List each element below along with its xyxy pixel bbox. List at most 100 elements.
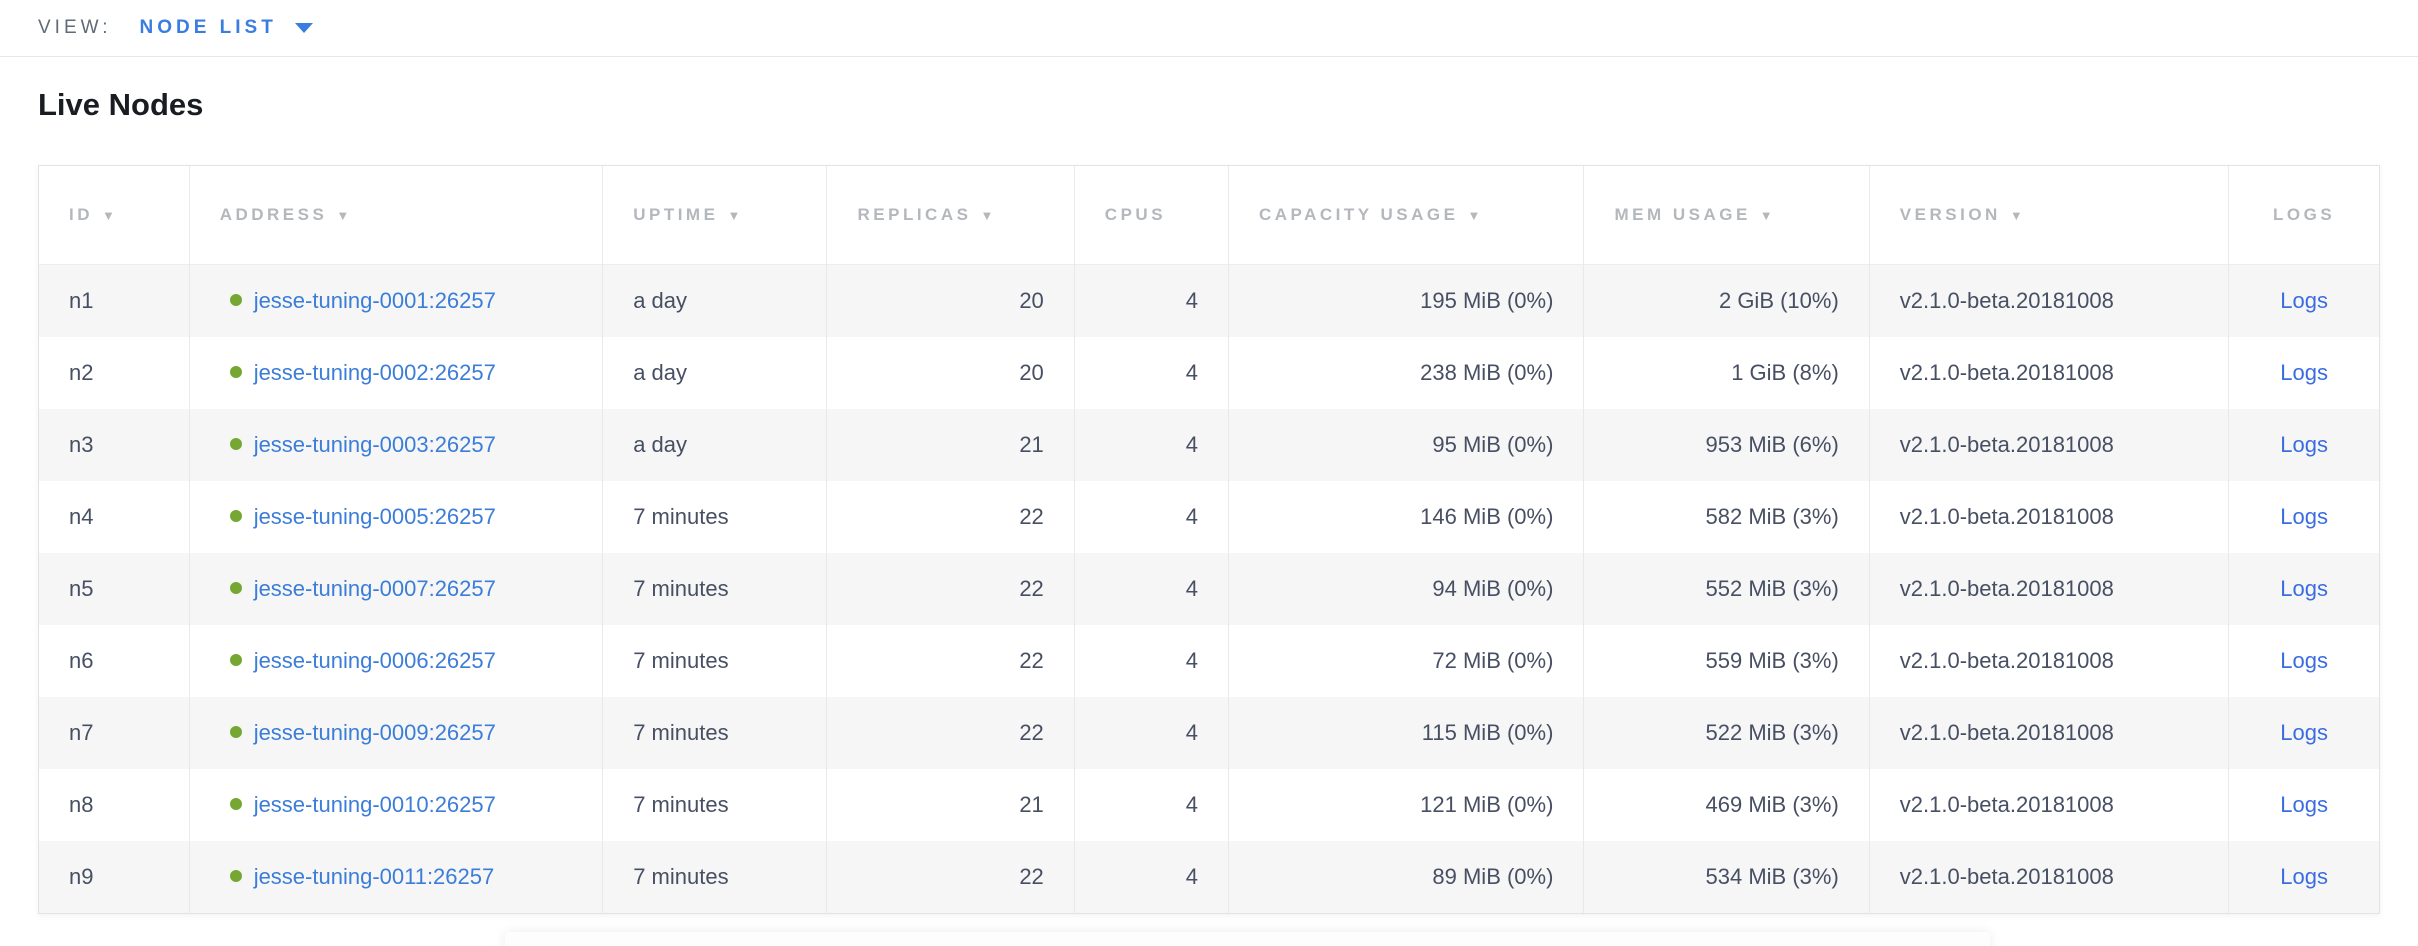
logs-link[interactable]: Logs: [2280, 863, 2328, 889]
cell-mem: 953 MiB (6%): [1583, 408, 1870, 481]
column-header-version[interactable]: VERSION ▼: [1869, 165, 2230, 266]
cell-logs: Logs: [2229, 697, 2379, 769]
cell-capacity: 89 MiB (0%): [1228, 840, 1585, 913]
node-address-link[interactable]: jesse-tuning-0011:26257: [253, 863, 495, 889]
table-row: n1 jesse-tuning-0001:26257 a day 20 4 195 MiB…: [39, 264, 2379, 337]
node-list-dropdown[interactable]: NODE LIST: [140, 17, 313, 39]
logs-link[interactable]: Logs: [2280, 719, 2328, 745]
column-header-id[interactable]: ID ▼: [39, 165, 190, 266]
cell-version: v2.1.0-beta.20181008: [1869, 336, 2230, 409]
cell-version: v2.1.0-beta.20181008: [1869, 408, 2230, 481]
sort-desc-icon: ▼: [102, 207, 119, 223]
cell-mem: 559 MiB (3%): [1583, 624, 1870, 697]
node-address-link[interactable]: jesse-tuning-0001:26257: [253, 287, 496, 313]
logs-link[interactable]: Logs: [2280, 503, 2328, 529]
cell-version: v2.1.0-beta.20181008: [1869, 696, 2230, 769]
node-address-link[interactable]: jesse-tuning-0005:26257: [253, 503, 496, 529]
cell-uptime: a day: [602, 408, 828, 481]
node-address-link[interactable]: jesse-tuning-0002:26257: [253, 359, 496, 385]
node-live-icon: [229, 509, 242, 522]
column-header-mem[interactable]: MEM USAGE ▼: [1583, 165, 1870, 266]
logs-link[interactable]: Logs: [2280, 431, 2328, 457]
cell-cpus: 4: [1074, 336, 1229, 409]
cell-mem: 469 MiB (3%): [1583, 768, 1870, 841]
cell-replicas: 22: [826, 696, 1075, 769]
table-row: n3 jesse-tuning-0003:26257 a day 21 4 95 MiB …: [39, 408, 2379, 481]
cell-uptime: 7 minutes: [602, 480, 828, 553]
cell-cpus: 4: [1074, 768, 1229, 841]
cell-address: jesse-tuning-0001:26257: [189, 264, 604, 337]
cell-address: jesse-tuning-0007:26257: [189, 552, 604, 625]
cell-version: v2.1.0-beta.20181008: [1869, 840, 2230, 913]
node-live-icon: [229, 293, 242, 306]
cell-id: n4: [39, 480, 190, 553]
node-address-link[interactable]: jesse-tuning-0006:26257: [253, 647, 496, 673]
cell-capacity: 72 MiB (0%): [1228, 624, 1585, 697]
cell-uptime: 7 minutes: [602, 624, 828, 697]
cell-logs: Logs: [2229, 409, 2379, 481]
node-address-link[interactable]: jesse-tuning-0009:26257: [253, 719, 496, 745]
column-header-uptime[interactable]: UPTIME ▼: [602, 165, 828, 266]
cell-uptime: 7 minutes: [602, 696, 828, 769]
table-row: n5 jesse-tuning-0007:26257 7 minutes 22 4 94 …: [39, 552, 2379, 625]
logs-link[interactable]: Logs: [2280, 287, 2328, 313]
table-row: n9 jesse-tuning-0011:26257 7 minutes 22 4 89 …: [39, 840, 2379, 913]
node-live-icon: [229, 437, 242, 450]
cell-replicas: 22: [826, 480, 1075, 553]
column-header-capacity[interactable]: CAPACITY USAGE ▼: [1228, 165, 1585, 266]
table-row: n7 jesse-tuning-0009:26257 7 minutes 22 4 115…: [39, 696, 2379, 769]
cell-mem: 522 MiB (3%): [1583, 696, 1870, 769]
page-title: Live Nodes: [38, 87, 204, 122]
cell-mem: 1 GiB (8%): [1583, 336, 1870, 409]
view-bar: VIEW: NODE LIST: [0, 0, 2418, 57]
logs-link[interactable]: Logs: [2280, 791, 2328, 817]
cell-replicas: 22: [826, 840, 1075, 913]
table-row: n6 jesse-tuning-0006:26257 7 minutes 22 4 72 …: [39, 624, 2379, 697]
cell-id: n5: [39, 552, 190, 625]
node-address-link[interactable]: jesse-tuning-0003:26257: [253, 431, 496, 457]
cell-logs: Logs: [2229, 625, 2379, 697]
cell-replicas: 20: [826, 336, 1075, 409]
column-label: ADDRESS: [219, 204, 328, 224]
cell-logs: Logs: [2229, 337, 2379, 409]
cell-logs: Logs: [2229, 265, 2379, 337]
cell-capacity: 121 MiB (0%): [1228, 768, 1585, 841]
cell-logs: Logs: [2229, 841, 2379, 913]
cell-capacity: 115 MiB (0%): [1228, 696, 1585, 769]
sort-desc-icon: ▼: [727, 207, 744, 223]
column-header-logs: LOGS: [2228, 165, 2379, 266]
cell-cpus: 4: [1074, 696, 1229, 769]
table-body: n1 jesse-tuning-0001:26257 a day 20 4 195 MiB…: [39, 264, 2379, 913]
cell-uptime: 7 minutes: [602, 840, 828, 913]
cell-address: jesse-tuning-0002:26257: [189, 336, 604, 409]
cell-cpus: 4: [1074, 552, 1229, 625]
column-label: VERSION: [1899, 204, 2001, 224]
logs-link[interactable]: Logs: [2280, 647, 2328, 673]
sort-desc-icon: ▼: [1759, 207, 1777, 223]
cell-address: jesse-tuning-0006:26257: [189, 624, 604, 697]
node-live-icon: [229, 365, 242, 378]
cell-id: n1: [39, 264, 190, 337]
sort-desc-icon: ▼: [336, 207, 353, 223]
column-label: ID: [69, 204, 93, 224]
node-address-link[interactable]: jesse-tuning-0007:26257: [253, 575, 496, 601]
node-list-dropdown-value: NODE LIST: [139, 17, 277, 38]
node-live-icon: [229, 725, 242, 738]
cell-id: n8: [39, 768, 190, 841]
column-header-replicas[interactable]: REPLICAS ▼: [826, 165, 1075, 266]
logs-link[interactable]: Logs: [2280, 575, 2328, 601]
table-row: n8 jesse-tuning-0010:26257 7 minutes 21 4 121…: [39, 768, 2379, 841]
cell-address: jesse-tuning-0011:26257: [189, 840, 604, 913]
cell-capacity: 146 MiB (0%): [1228, 480, 1585, 553]
cell-uptime: 7 minutes: [602, 552, 828, 625]
node-live-icon: [229, 581, 242, 594]
cell-capacity: 94 MiB (0%): [1228, 552, 1585, 625]
node-live-icon: [229, 653, 242, 666]
cell-version: v2.1.0-beta.20181008: [1869, 480, 2230, 553]
node-address-link[interactable]: jesse-tuning-0010:26257: [253, 791, 496, 817]
caret-down-icon: [294, 23, 313, 33]
cell-mem: 582 MiB (3%): [1583, 480, 1870, 553]
logs-link[interactable]: Logs: [2280, 359, 2328, 385]
cell-replicas: 22: [826, 624, 1075, 697]
column-header-address[interactable]: ADDRESS ▼: [189, 165, 604, 266]
